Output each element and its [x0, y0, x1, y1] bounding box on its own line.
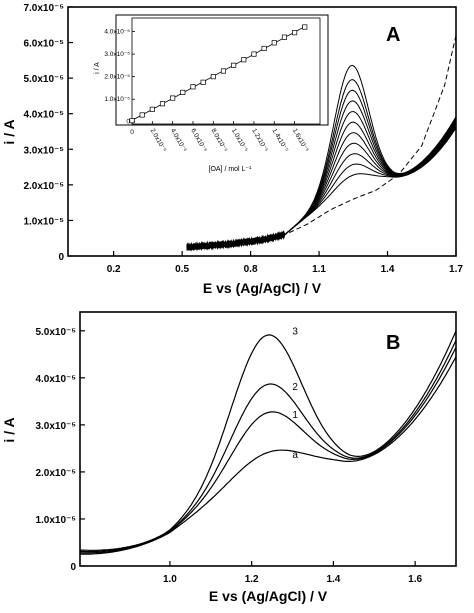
- inset-x-tick-label: 1.2x10⁻⁵: [250, 128, 269, 154]
- inset-data-point: [180, 89, 186, 95]
- inset-y-axis-label: i / A: [94, 62, 101, 74]
- inset-data-point: [302, 24, 308, 30]
- panel-a: A i / A E vs (Ag/AgCl) / V 0.2 0.5 0.8 1.1 1…: [1, 3, 463, 296]
- x-tick-label: 0.5: [175, 264, 189, 275]
- x-tick-label: 1.7: [449, 264, 463, 275]
- inset-x-tick-label: 8.0x10⁻⁶: [210, 128, 229, 154]
- inset-data-point: [200, 79, 206, 85]
- y-tick-label: 6.0x10⁻⁵: [23, 39, 64, 50]
- y-tick-label: 0: [58, 252, 64, 263]
- inset-data-point: [190, 84, 196, 90]
- panel-a-y-axis-label: i / A: [1, 119, 17, 144]
- voltammogram-series-11: [186, 64, 457, 251]
- inset-x-tick-label: 6.0x10⁻⁶: [189, 128, 208, 154]
- inset-data-point: [170, 95, 176, 101]
- panel-a-x-axis-label: E vs (Ag/AgCl) / V: [203, 280, 322, 296]
- y-tick-label: 2.0x10⁻⁵: [35, 468, 76, 479]
- x-tick-label: 1.6: [408, 574, 422, 585]
- inset-x-tick-label: 0: [130, 129, 134, 136]
- y-tick-label: 1.0x10⁻⁵: [35, 515, 76, 526]
- inset-x-tick-label: 2.0x10⁻⁶: [149, 128, 168, 154]
- panel-a-letter: A: [386, 24, 400, 46]
- panel-b-plot-frame: [79, 311, 457, 567]
- y-tick-label: 7.0x10⁻⁵: [23, 3, 64, 14]
- inset-data-point: [129, 118, 135, 124]
- x-tick-label: 1.0: [163, 574, 177, 585]
- y-tick-label: 2.0x10⁻⁵: [23, 181, 64, 192]
- inset-data-point: [231, 62, 237, 68]
- y-tick-label: 3.0x10⁻⁵: [23, 145, 64, 156]
- x-tick-label: 1.2: [245, 574, 259, 585]
- inset-data-point: [251, 51, 257, 57]
- y-tick-label: 5.0x10⁻⁵: [23, 74, 64, 85]
- inset-data-point: [159, 101, 166, 107]
- voltammogram-curve-a: [80, 356, 457, 555]
- y-tick-label: 4.0x10⁻⁵: [35, 374, 76, 385]
- y-tick-label: 1.0x10⁻⁵: [23, 216, 64, 227]
- y-tick-label: 3.0x10⁻⁵: [35, 421, 76, 432]
- inset-x-tick-label: 4.0x10⁻⁶: [169, 128, 188, 154]
- inset-data-point: [281, 34, 287, 40]
- inset-y-tick-label: 0: [126, 119, 130, 126]
- inset-data-point: [261, 45, 267, 51]
- blank-dashed-curve: [186, 35, 457, 248]
- voltammogram-curve-1: [79, 347, 457, 554]
- curve-label-2: 2: [292, 382, 298, 393]
- curve-label-1: 1: [292, 410, 298, 421]
- inset-data-point: [220, 68, 227, 74]
- inset-data-point: [139, 112, 145, 118]
- inset-plot-frame: [131, 17, 321, 125]
- inset-data-point: [241, 57, 247, 63]
- voltammogram-curve-2: [79, 339, 457, 553]
- inset-y-tick-label: 1.0x10⁻⁵: [104, 96, 130, 103]
- inset-y-tick-label: 3.0x10⁻⁵: [104, 51, 130, 58]
- y-tick-label: 0: [70, 562, 76, 573]
- panel-a-inset: i / A [OA] / mol L⁻¹ 0 2.0x10⁻⁶ 4.0x10⁻⁶ 6.…: [94, 14, 329, 173]
- inset-x-tick-label: 1.6x10⁻⁵: [291, 128, 310, 154]
- panel-a-plot-frame: [67, 6, 457, 257]
- x-tick-label: 1.4: [381, 264, 395, 275]
- panel-b-x-axis-label: E vs (Ag/AgCl) / V: [209, 588, 328, 604]
- inset-y-tick-label: 4.0x10⁻⁵: [104, 29, 130, 36]
- x-tick-label: 0.8: [244, 264, 258, 275]
- panel-b-letter: B: [386, 332, 400, 354]
- x-tick-label: 0.2: [107, 264, 121, 275]
- panel-b-y-axis-label: i / A: [1, 417, 17, 442]
- inset-x-tick-label: 1.0x10⁻⁵: [230, 128, 249, 154]
- curve-label-3: 3: [292, 327, 298, 338]
- x-tick-label: 1.1: [312, 264, 326, 275]
- inset-x-axis-label: [OA] / mol L⁻¹: [209, 166, 253, 173]
- inset-data-point: [271, 40, 277, 46]
- inset-data-point: [210, 74, 216, 80]
- inset-data-point: [292, 30, 298, 36]
- panel-b: B i / A E vs (Ag/AgCl) / V 1.0 1.2 1.4 1.6 0…: [1, 311, 457, 604]
- y-tick-label: 5.0x10⁻⁵: [35, 327, 76, 338]
- inset-x-tick-label: 1.4x10⁻⁵: [271, 128, 290, 154]
- inset-data-point: [149, 106, 155, 112]
- x-tick-label: 1.4: [326, 574, 340, 585]
- voltammogram-curve-3: [79, 330, 457, 551]
- y-tick-label: 4.0x10⁻⁵: [23, 110, 64, 121]
- inset-y-tick-label: 2.0x10⁻⁵: [104, 74, 130, 81]
- curve-label-a: a: [292, 450, 298, 461]
